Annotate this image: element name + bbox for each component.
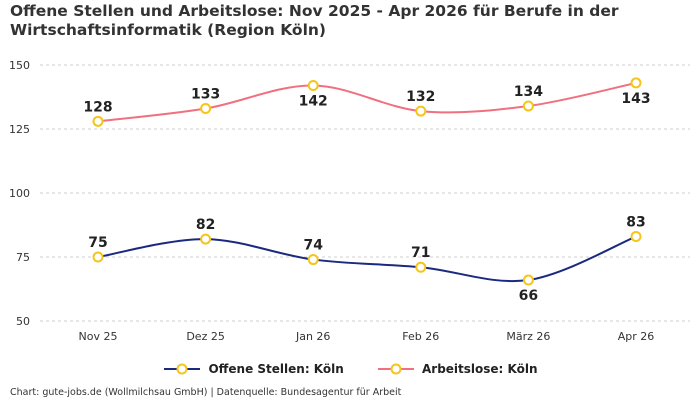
x-axis-ticks: Nov 25 Dez 25 Jan 26 Feb 26 März 26 Apr 26 <box>79 330 655 343</box>
data-label: 82 <box>196 217 215 233</box>
data-point[interactable] <box>307 79 319 91</box>
x-tick-label: März 26 <box>506 330 550 343</box>
series-group <box>92 77 642 286</box>
legend-label-offene-stellen: Offene Stellen: Köln <box>208 362 344 376</box>
data-label: 74 <box>303 238 323 254</box>
data-point[interactable] <box>200 233 212 245</box>
series-line-arbeitslose <box>97 81 637 123</box>
source-footer: Chart: gute-jobs.de (Wollmilchsau GmbH) … <box>10 387 402 398</box>
data-point[interactable] <box>92 115 104 127</box>
data-label: 83 <box>626 215 645 231</box>
data-point[interactable] <box>92 251 104 263</box>
x-tick-label: Apr 26 <box>618 330 655 343</box>
data-label: 75 <box>88 235 107 251</box>
data-label: 132 <box>406 89 435 105</box>
data-point[interactable] <box>630 77 642 89</box>
y-tick-label: 50 <box>16 315 30 328</box>
y-tick-label: 150 <box>9 59 30 72</box>
y-tick-label: 75 <box>16 251 30 264</box>
legend-label-arbeitslose: Arbeitslose: Köln <box>421 362 538 376</box>
data-label: 143 <box>621 91 650 107</box>
data-label: 66 <box>519 288 538 304</box>
data-labels: 75 82 74 71 66 83 128 133 142 132 134 143 <box>83 84 650 304</box>
grid-lines <box>40 64 690 322</box>
x-tick-label: Jan 26 <box>295 330 330 343</box>
data-point[interactable] <box>415 105 427 117</box>
y-tick-label: 100 <box>9 187 30 200</box>
legend-item-offene-stellen[interactable]: Offene Stellen: Köln <box>162 362 344 376</box>
data-point[interactable] <box>307 254 319 266</box>
x-tick-label: Feb 26 <box>402 330 439 343</box>
x-tick-label: Nov 25 <box>79 330 118 343</box>
chart-title: Offene Stellen und Arbeitslose: Nov 2025… <box>10 2 619 39</box>
data-label: 71 <box>411 245 430 261</box>
x-tick-label: Dez 25 <box>186 330 225 343</box>
legend-item-arbeitslose[interactable]: Arbeitslose: Köln <box>376 362 538 376</box>
data-label: 133 <box>191 87 220 103</box>
data-point[interactable] <box>522 100 534 112</box>
data-point[interactable] <box>630 231 642 243</box>
legend-swatch-arbeitslose <box>377 363 414 375</box>
data-point[interactable] <box>200 103 212 115</box>
legend: Offene Stellen: Köln Arbeitslose: Köln <box>0 362 700 379</box>
data-point[interactable] <box>522 274 534 286</box>
data-label: 134 <box>514 84 543 100</box>
legend-swatch-offene-stellen <box>164 363 201 375</box>
data-point[interactable] <box>415 261 427 273</box>
y-axis-ticks: 50 75 100 125 150 <box>9 59 30 328</box>
y-tick-label: 125 <box>9 123 30 136</box>
series-line-offene-stellen <box>97 235 637 283</box>
data-label: 142 <box>299 93 328 109</box>
data-label: 128 <box>83 99 112 115</box>
